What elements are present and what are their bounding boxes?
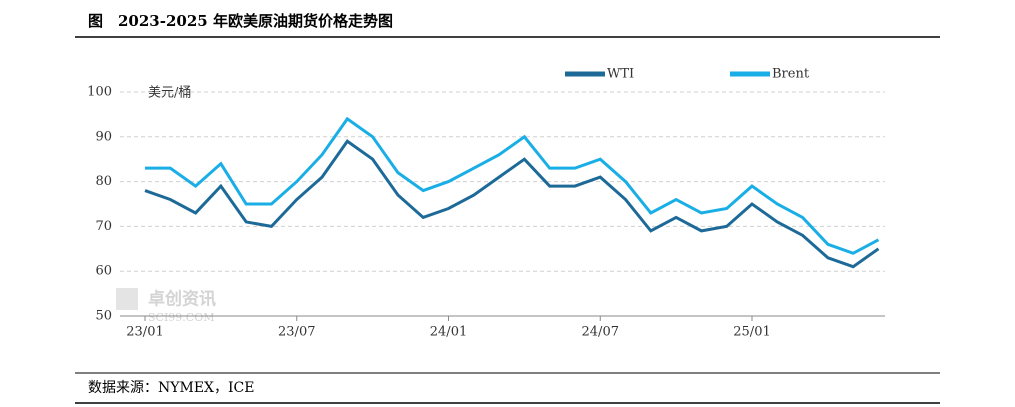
- source: 数据来源：NYMEX，ICE: [88, 380, 254, 396]
- watermark: SCI99.COM: [148, 311, 215, 324]
- series-line: [144, 139, 880, 269]
- x-tick-label: 23/01: [126, 325, 163, 340]
- watermark-logo: [116, 288, 138, 310]
- watermark: 卓创资讯: [148, 289, 216, 310]
- y-tick-label: 100: [87, 85, 112, 100]
- chart-title: 图 2023-2025 年欧美原油期货价格走势图: [88, 12, 393, 30]
- x-tick-label: 23/07: [278, 325, 315, 340]
- y-tick-label: 60: [95, 264, 112, 279]
- y-tick-label: 50: [95, 309, 112, 324]
- x-tick-label: 24/01: [430, 325, 467, 340]
- legend-label: WTI: [607, 67, 634, 82]
- series-line: [145, 116, 880, 255]
- y-tick-label: 70: [95, 219, 112, 234]
- y-unit: 美元/桶: [148, 86, 191, 101]
- legend-label: Brent: [772, 67, 810, 82]
- x-tick-label: 24/07: [582, 325, 619, 340]
- y-tick-label: 80: [95, 174, 112, 189]
- y-tick-label: 90: [95, 129, 112, 144]
- x-tick-label: 25/01: [733, 325, 770, 340]
